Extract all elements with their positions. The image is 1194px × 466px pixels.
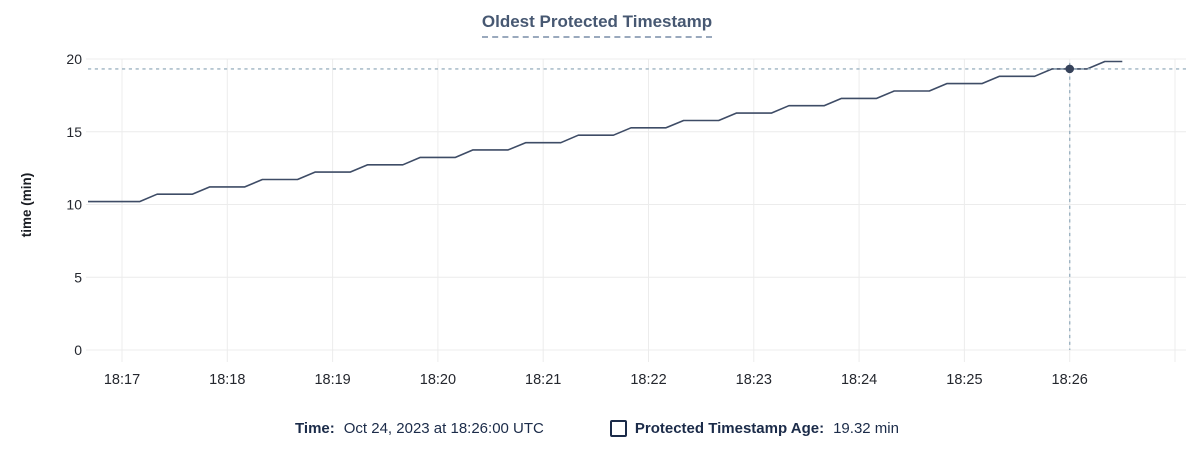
chart-legend: Time: Oct 24, 2023 at 18:26:00 UTC Prote… [0,420,1194,437]
y-tick-label: 15 [66,124,82,140]
x-tick-label: 18:26 [1052,372,1088,388]
y-tick-label: 10 [66,197,82,213]
legend-series-toggle[interactable]: Protected Timestamp Age: 19.32 min [609,420,899,437]
x-tick-label: 18:21 [525,372,561,388]
legend-series-label: Protected Timestamp Age: [634,420,825,437]
x-tick-label: 18:20 [420,372,456,388]
legend-series-value: 19.32 min [833,420,899,437]
x-tick-label: 18:24 [841,372,877,388]
x-tick-label: 18:25 [946,372,982,388]
y-axis-title: time (min) [19,173,34,238]
chart-title-row: Oldest Protected Timestamp [0,12,1194,38]
x-tick-label: 18:23 [736,372,772,388]
x-tick-label: 18:19 [314,372,350,388]
y-tick-label: 20 [66,51,82,67]
legend-time: Time: Oct 24, 2023 at 18:26:00 UTC [295,420,544,437]
x-tick-label: 18:22 [630,372,666,388]
hover-point-dot [1065,64,1074,74]
timeseries-chart[interactable]: 0 5 10 15 20 18:17 18:18 18:19 18:20 18:21 18:22 18… [0,0,1194,400]
y-tick-label: 0 [74,342,82,358]
x-tick-label: 18:17 [104,372,140,388]
chart-title[interactable]: Oldest Protected Timestamp [481,12,713,38]
series-checkbox-icon[interactable] [609,420,627,437]
series-line-protected-timestamp-age [88,60,1123,203]
y-tick-label: 5 [74,269,82,285]
legend-time-label: Time: [295,420,335,437]
x-tick-label: 18:18 [209,372,245,388]
legend-time-value: Oct 24, 2023 at 18:26:00 UTC [343,420,544,437]
